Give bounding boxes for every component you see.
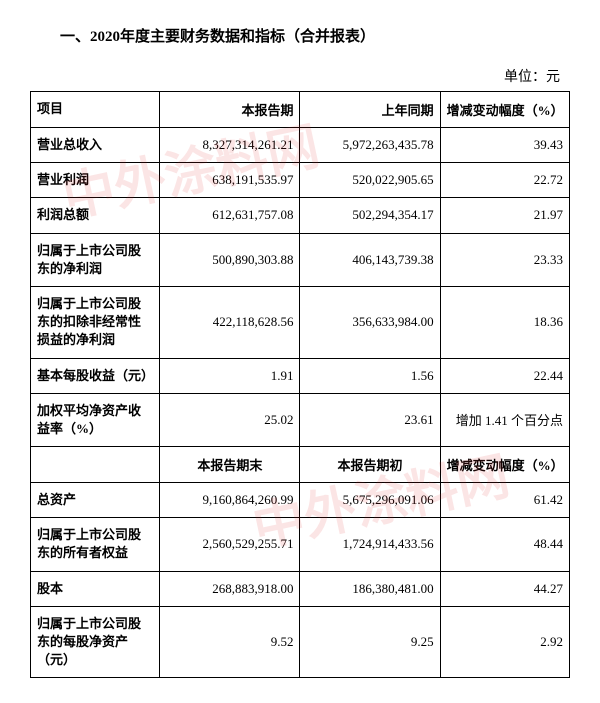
cell-previous: 5,675,296,091.06: [300, 483, 440, 518]
cell-item: 基本每股收益（元）: [31, 358, 160, 393]
cell-change: 18.36: [440, 286, 569, 358]
table-row: 基本每股收益（元）1.911.5622.44: [31, 358, 570, 393]
table-row: 归属于上市公司股东的扣除非经常性损益的净利润422,118,628.56356,…: [31, 286, 570, 358]
subheader-blank: [31, 447, 160, 483]
cell-current: 268,883,918.00: [160, 571, 300, 606]
cell-current: 638,191,535.97: [160, 163, 300, 198]
cell-item: 营业利润: [31, 163, 160, 198]
header-previous: 上年同期: [300, 92, 440, 128]
cell-change: 44.27: [440, 571, 569, 606]
cell-change: 39.43: [440, 128, 569, 163]
cell-current: 422,118,628.56: [160, 286, 300, 358]
cell-previous: 520,022,905.65: [300, 163, 440, 198]
cell-current: 2,560,529,255.71: [160, 518, 300, 571]
cell-current: 25.02: [160, 393, 300, 446]
cell-item: 股本: [31, 571, 160, 606]
cell-current: 1.91: [160, 358, 300, 393]
cell-item: 总资产: [31, 483, 160, 518]
table-row: 归属于上市公司股东的净利润500,890,303.88406,143,739.3…: [31, 233, 570, 286]
cell-item: 营业总收入: [31, 128, 160, 163]
header-change: 增减变动幅度（%）: [440, 92, 569, 128]
cell-previous: 356,633,984.00: [300, 286, 440, 358]
table-row: 股本268,883,918.00186,380,481.0044.27: [31, 571, 570, 606]
cell-item: 加权平均净资产收益率（%）: [31, 393, 160, 446]
cell-item: 利润总额: [31, 198, 160, 233]
subheader-row: 本报告期末 本报告期初 增减变动幅度（%）: [31, 447, 570, 483]
cell-item: 归属于上市公司股东的扣除非经常性损益的净利润: [31, 286, 160, 358]
cell-change: 22.44: [440, 358, 569, 393]
table-row: 加权平均净资产收益率（%）25.0223.61增加 1.41 个百分点: [31, 393, 570, 446]
header-row: 项目 本报告期 上年同期 增减变动幅度（%）: [31, 92, 570, 128]
cell-change: 21.97: [440, 198, 569, 233]
cell-current: 500,890,303.88: [160, 233, 300, 286]
cell-current: 9,160,864,260.99: [160, 483, 300, 518]
cell-current: 9.52: [160, 606, 300, 678]
cell-previous: 502,294,354.17: [300, 198, 440, 233]
financial-table: 项目 本报告期 上年同期 增减变动幅度（%） 营业总收入8,327,314,26…: [30, 91, 570, 678]
header-item: 项目: [31, 92, 160, 128]
cell-item: 归属于上市公司股东的净利润: [31, 233, 160, 286]
cell-previous: 9.25: [300, 606, 440, 678]
cell-previous: 5,972,263,435.78: [300, 128, 440, 163]
cell-previous: 1,724,914,433.56: [300, 518, 440, 571]
cell-previous: 406,143,739.38: [300, 233, 440, 286]
cell-change: 22.72: [440, 163, 569, 198]
table-row: 营业总收入8,327,314,261.215,972,263,435.7839.…: [31, 128, 570, 163]
cell-previous: 186,380,481.00: [300, 571, 440, 606]
document-title: 一、2020年度主要财务数据和指标（合并报表）: [30, 25, 570, 46]
cell-current: 612,631,757.08: [160, 198, 300, 233]
subheader-change: 增减变动幅度（%）: [440, 447, 569, 483]
table-row: 归属于上市公司股东的所有者权益2,560,529,255.711,724,914…: [31, 518, 570, 571]
cell-change: 48.44: [440, 518, 569, 571]
table-row: 营业利润638,191,535.97520,022,905.6522.72: [31, 163, 570, 198]
table-row: 归属于上市公司股东的每股净资产（元）9.529.252.92: [31, 606, 570, 678]
cell-change: 2.92: [440, 606, 569, 678]
header-current: 本报告期: [160, 92, 300, 128]
unit-label: 单位：元: [30, 66, 570, 86]
cell-change: 增加 1.41 个百分点: [440, 393, 569, 446]
cell-item: 归属于上市公司股东的每股净资产（元）: [31, 606, 160, 678]
cell-previous: 1.56: [300, 358, 440, 393]
cell-previous: 23.61: [300, 393, 440, 446]
cell-item: 归属于上市公司股东的所有者权益: [31, 518, 160, 571]
subheader-current: 本报告期末: [160, 447, 300, 483]
subheader-previous: 本报告期初: [300, 447, 440, 483]
cell-change: 61.42: [440, 483, 569, 518]
cell-change: 23.33: [440, 233, 569, 286]
table-row: 利润总额612,631,757.08502,294,354.1721.97: [31, 198, 570, 233]
table-row: 总资产9,160,864,260.995,675,296,091.0661.42: [31, 483, 570, 518]
cell-current: 8,327,314,261.21: [160, 128, 300, 163]
